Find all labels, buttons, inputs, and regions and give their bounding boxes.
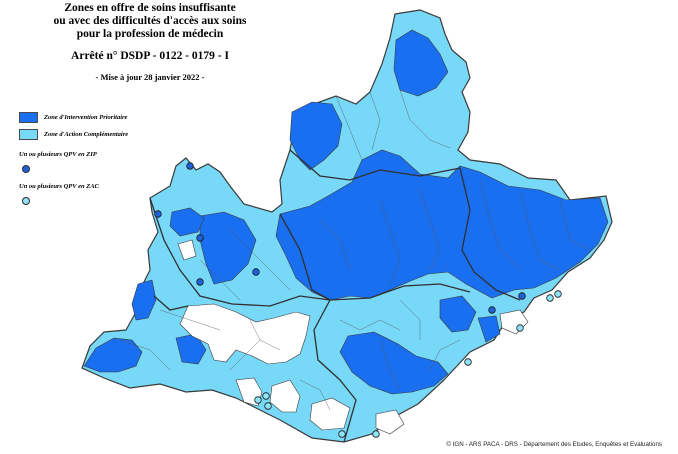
qpv-zac-point	[546, 294, 554, 302]
decree-number: Arrêté n° DSDP - 0122 - 0179 - I	[71, 50, 229, 62]
qpv-zac-point	[372, 430, 380, 438]
legend-qpv-zip-label: Un ou plusieurs QPV en ZIP	[19, 151, 97, 158]
no-zone-area	[375, 409, 405, 435]
zip-zone	[83, 337, 143, 373]
title-block: Zones en offre de soins insuffisante ou …	[0, 2, 300, 82]
qpv-zac-point	[264, 402, 272, 410]
qpv-zip-point	[488, 306, 496, 314]
legend-qpv-zac-label: Un ou plusieurs QPV en ZAC	[19, 183, 99, 190]
legend-zac-swatch	[19, 128, 38, 140]
qpv-zac-point	[464, 358, 472, 366]
department-boundaries	[149, 149, 521, 443]
no-zone-area	[499, 309, 529, 335]
qpv-zip-point	[518, 292, 526, 300]
qpv-zip-point	[196, 278, 204, 286]
qpv-zac-point	[254, 396, 262, 404]
map-title-line-2: ou avec des difficultés d'accès aux soin…	[53, 15, 247, 27]
zip-zone	[289, 101, 343, 171]
zip-zone	[477, 315, 501, 343]
map-title-line-1: Zones en offre de soins insuffisante	[64, 2, 236, 14]
zip-zone	[131, 279, 157, 321]
legend-qpv-zac-dot	[22, 197, 30, 205]
qpv-zac-point	[338, 430, 346, 438]
copyright-credit: © IGN - ARS PACA - DRS - Département des…	[446, 441, 662, 448]
qpv-zip-point	[196, 234, 204, 242]
zip-zone	[169, 207, 205, 237]
legend-zip-label: Zone d'Intervention Prioritaire	[44, 113, 128, 121]
zip-zone	[439, 295, 477, 333]
qpv-zip-points	[154, 162, 526, 314]
qpv-zip-point	[252, 268, 260, 276]
zip-zone	[199, 211, 257, 285]
no-zone-area	[177, 239, 197, 261]
legend-zip-swatch	[19, 111, 38, 123]
update-date: - Mise à jour 28 janvier 2022 -	[95, 72, 205, 82]
legend-zac: Zone d'Action Complémentaire	[19, 127, 128, 141]
qpv-zac-points	[254, 290, 562, 438]
commune-boundaries	[119, 89, 591, 411]
qpv-zac-point	[262, 392, 270, 400]
qpv-zac-point	[516, 324, 524, 332]
legend-zip: Zone d'Intervention Prioritaire	[19, 110, 128, 124]
no-zone-area	[269, 379, 301, 413]
qpv-zip-point	[154, 210, 162, 218]
zip-zone	[275, 149, 609, 301]
map-title-line-3: pour la profession de médecin	[76, 28, 224, 40]
zip-zone	[339, 331, 449, 395]
legend-zac-label: Zone d'Action Complémentaire	[44, 130, 129, 138]
zip-zone	[393, 29, 449, 97]
legend-qpv-zip-dot	[22, 165, 30, 173]
no-zone-area	[309, 397, 351, 431]
qpv-zac-point	[554, 290, 562, 298]
qpv-zip-point	[186, 162, 194, 170]
legend: Zone d'Intervention Prioritaire Zone d'A…	[19, 110, 128, 215]
